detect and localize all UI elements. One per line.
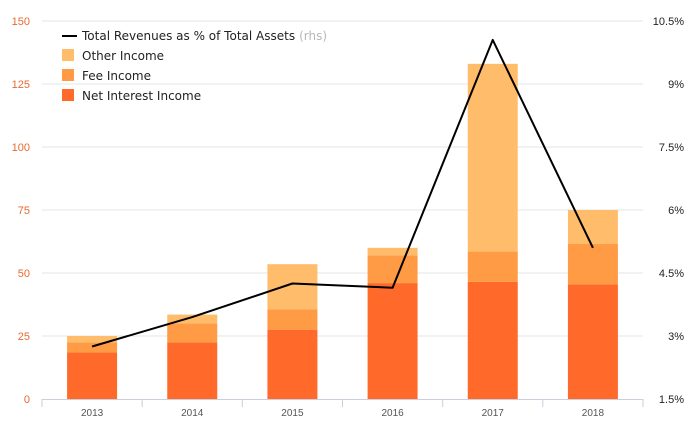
grid-layer: [42, 20, 643, 337]
bar-fee-income: [367, 255, 418, 284]
y-tick-label: 50: [18, 268, 30, 280]
y-tick-label: 0: [24, 394, 30, 406]
x-tick-label: 2018: [582, 408, 605, 419]
bar-fee-income: [567, 244, 618, 285]
legend-label-other-income: Other Income: [82, 49, 164, 63]
y2-tick-label: 7.5%: [659, 142, 684, 154]
y-tick-label: 75: [18, 205, 30, 217]
legend-item-other-income: Other Income: [62, 49, 164, 63]
y2-tick-label: 3%: [668, 331, 684, 343]
bar-other-income: [567, 210, 618, 245]
legend-item-net-interest-income: Net Interest Income: [62, 89, 201, 103]
bar-other-income: [467, 63, 518, 252]
bar-other-income: [67, 336, 118, 343]
x-tick-label: 2016: [381, 408, 404, 419]
legend-swatch-other-income: [62, 49, 74, 61]
x-tick-label: 2013: [81, 408, 104, 419]
bar-net-interest-income: [67, 352, 118, 399]
bar-net-interest-income: [567, 284, 618, 399]
x-tick-label: 2014: [181, 408, 204, 419]
y2-tick-label: 4.5%: [659, 268, 684, 280]
bar-fee-income: [67, 342, 118, 353]
bar-fee-income: [167, 323, 218, 343]
y-tick-label: 100: [12, 142, 30, 154]
bar-other-income: [167, 314, 218, 324]
legend-item-fee-income: Fee Income: [62, 69, 151, 83]
legend-label-fee-income: Fee Income: [82, 69, 151, 83]
bar-net-interest-income: [267, 329, 318, 399]
legend-label-net-interest-income: Net Interest Income: [82, 89, 201, 103]
legend-swatch-net-interest-income: [62, 89, 74, 101]
bar-other-income: [267, 264, 318, 310]
y2-tick-label: 9%: [668, 79, 684, 91]
legend-item-line: Total Revenues as % of Total Assets (rhs…: [62, 29, 327, 43]
line-layer: [91, 38, 594, 348]
bar-net-interest-income: [167, 342, 218, 399]
x-tick-label: 2017: [482, 408, 505, 419]
y-tick-label: 125: [12, 79, 30, 91]
bars-layer: [67, 63, 618, 399]
legend-label-line: Total Revenues as % of Total Assets: [81, 29, 295, 43]
y2-tick-label: 1.5%: [659, 394, 684, 406]
legend-swatch-fee-income: [62, 69, 74, 81]
y2-tick-label: 6%: [668, 205, 684, 217]
bar-fee-income: [267, 309, 318, 330]
bar-net-interest-income: [367, 283, 418, 399]
y-tick-label: 150: [12, 16, 30, 28]
bar-other-income: [367, 247, 418, 256]
legend-label-rhs: (rhs): [299, 29, 327, 43]
y2-tick-label: 10.5%: [653, 16, 684, 28]
x-tick-label: 2015: [281, 408, 304, 419]
bar-fee-income: [467, 251, 518, 282]
y-tick-label: 25: [18, 331, 30, 343]
line-total-revenues-pct-assets: [91, 38, 594, 348]
axis-layer: 0 25 50 75 100 125 150 1.5% 3% 4.5% 6% 7.5% 9% 10.5% 2…: [12, 16, 685, 419]
legend: Total Revenues as % of Total Assets (rhs…: [62, 29, 327, 103]
bar-net-interest-income: [467, 281, 518, 399]
